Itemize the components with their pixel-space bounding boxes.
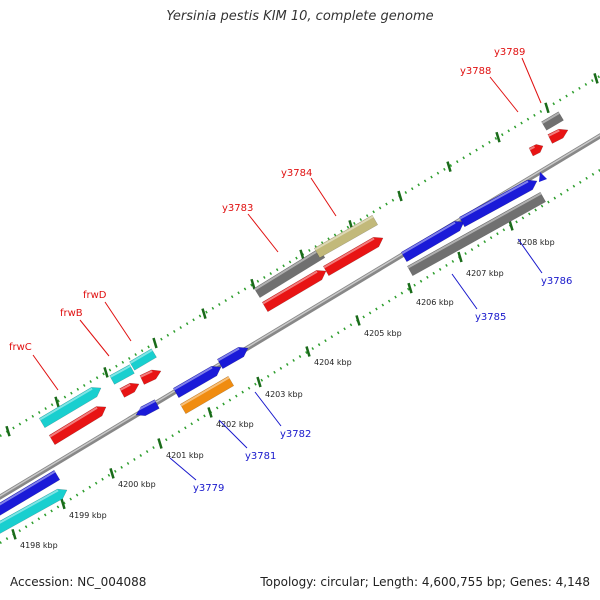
kbp-tick-label: 4201 kbp [166,451,204,460]
kbp-ticks: 4198 kbp 4199 kbp 4200 kbp 4201 kbp 4202 kbp… [5,73,599,550]
kbp-tick-mark [407,282,413,294]
kbp-tick-label: 4207 kbp [466,269,504,278]
label-y3786-text: y3786 [541,276,572,287]
label-y3783[interactable]: y3783 [222,203,279,253]
label-y3788-text: y3788 [460,66,491,77]
label-y3781-text: y3781 [245,451,276,462]
gene-blue-left[interactable] [0,469,61,516]
label-frwC-text: frwC [9,342,32,353]
kbp-tick-mark [256,376,262,388]
genome-info-text: Topology: circular; Length: 4,600,755 bp… [260,575,590,589]
gene-red-frwC[interactable] [48,406,107,446]
gene-blue-mid-1[interactable] [172,365,222,399]
kbp-tick-mark [457,251,463,263]
gene-frwD[interactable] [129,348,157,371]
small-blue-marker [539,172,547,182]
inner-dotted-line [0,168,600,545]
kbp-tick-label: 4206 kbp [416,298,454,307]
label-y3789[interactable]: y3789 [494,47,542,104]
gene-features [0,111,569,535]
label-y3784[interactable]: y3784 [281,168,337,217]
label-y3782-text: y3782 [280,429,311,440]
gene-y3782[interactable] [216,346,249,370]
kbp-tick-mark [355,315,361,326]
label-y3788[interactable]: y3788 [460,66,519,113]
outer-tick-mark [54,396,60,408]
kbp-tick-mark [11,528,17,540]
label-frwB-text: frwB [60,308,83,319]
label-y3785-text: y3785 [475,312,506,323]
gene-red-y3789[interactable] [547,128,569,144]
gene-y3789[interactable] [541,111,564,131]
gene-red-small-1[interactable] [119,382,140,398]
label-y3781[interactable]: y3781 [218,419,276,462]
label-frwD[interactable]: frwD [83,290,132,342]
kbp-tick-label: 4205 kbp [364,329,402,338]
gene-red-y3783[interactable] [261,270,327,313]
gene-gray-long[interactable] [406,191,547,277]
label-frwB[interactable]: frwB [60,308,110,357]
label-y3785[interactable]: y3785 [451,273,506,323]
gene-red-y3784[interactable] [322,236,384,277]
kbp-tick-label: 4198 kbp [20,541,58,550]
kbp-tick-mark [60,498,66,510]
outer-dotted-line [0,74,600,438]
outer-tick-mark [495,131,501,143]
gene-y3783[interactable] [253,247,326,299]
accession-text: Accession: NC_004088 [10,575,147,589]
outer-tick-mark [152,337,158,349]
kbp-tick-mark [508,219,514,231]
outer-tick-mark [5,425,11,437]
label-y3782[interactable]: y3782 [254,391,311,440]
outer-tick-mark [544,102,550,114]
label-frwC[interactable]: frwC [9,342,59,391]
label-y3783-text: y3783 [222,203,253,214]
label-y3786[interactable]: y3786 [517,238,572,287]
outer-tick-mark [593,73,599,84]
gene-y3779[interactable] [133,399,160,416]
kbp-tick-label: 4204 kbp [314,358,352,367]
kbp-tick-label: 4208 kbp [517,238,555,247]
gene-frwB[interactable] [109,364,135,385]
outer-tick-mark [201,308,207,319]
kbp-tick-label: 4200 kbp [118,480,156,489]
gene-y3785[interactable] [400,221,465,263]
gene-y3784[interactable] [313,214,379,259]
track-dotted-lines [0,74,600,545]
gene-y3788[interactable] [528,144,544,157]
genome-backbone [0,133,600,500]
kbp-tick-label: 4203 kbp [265,390,303,399]
label-y3779-text: y3779 [193,483,224,494]
label-y3789-text: y3789 [494,47,525,58]
backbone-line [0,133,600,500]
kbp-tick-mark [157,438,163,449]
gene-cyan-left[interactable] [0,488,68,535]
outer-tick-mark [397,190,403,202]
outer-tick-mark [103,367,109,378]
outer-tick-mark [299,249,305,261]
gene-y3786[interactable] [459,179,538,228]
kbp-tick-label: 4199 kbp [69,511,107,520]
label-y3779[interactable]: y3779 [169,457,224,494]
label-frwD-text: frwD [83,290,107,301]
gene-frwC[interactable] [38,387,102,429]
gene-red-small-2[interactable] [139,369,162,385]
outer-tick-mark [446,161,452,172]
outer-tick-mark [250,278,256,290]
kbp-tick-mark [305,346,311,357]
kbp-tick-mark [109,468,115,479]
label-y3784-text: y3784 [281,168,312,179]
map-title: Yersinia pestis KIM 10, complete genome [166,9,434,24]
gene-y3781[interactable] [179,375,235,415]
kbp-tick-mark [207,407,213,418]
kbp-tick-label: 4202 kbp [216,420,254,429]
